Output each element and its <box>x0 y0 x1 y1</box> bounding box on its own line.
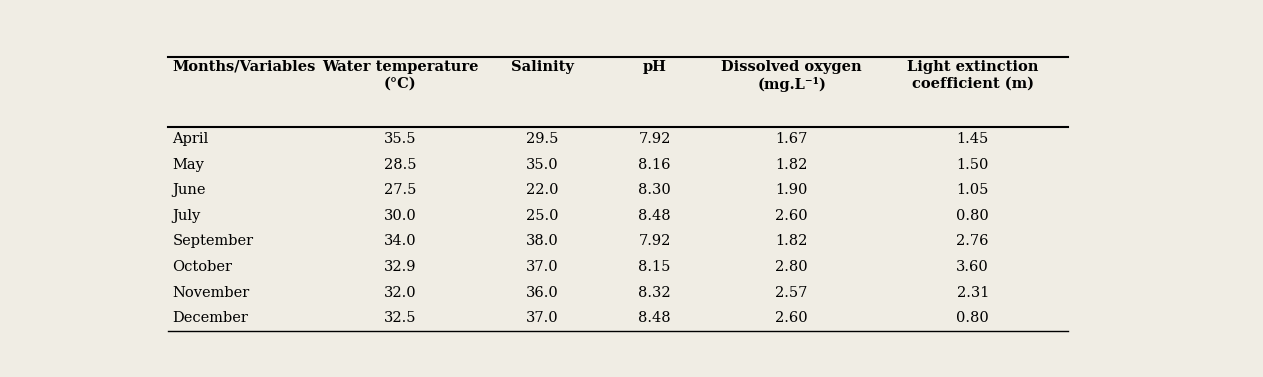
Text: 8.30: 8.30 <box>638 183 671 198</box>
Text: 34.0: 34.0 <box>384 234 417 248</box>
Text: 8.32: 8.32 <box>638 285 671 300</box>
Text: 37.0: 37.0 <box>525 260 558 274</box>
Text: 7.92: 7.92 <box>638 234 671 248</box>
Text: 2.31: 2.31 <box>956 285 989 300</box>
Text: Months/Variables: Months/Variables <box>173 60 316 74</box>
Text: December: December <box>173 311 249 325</box>
Text: 22.0: 22.0 <box>525 183 558 198</box>
Text: 1.82: 1.82 <box>775 158 808 172</box>
Text: 8.48: 8.48 <box>638 311 671 325</box>
Text: 2.60: 2.60 <box>775 311 808 325</box>
Text: 1.90: 1.90 <box>775 183 808 198</box>
Text: 35.5: 35.5 <box>384 132 417 146</box>
Text: 32.5: 32.5 <box>384 311 417 325</box>
Text: 2.57: 2.57 <box>775 285 808 300</box>
Text: July: July <box>173 209 201 223</box>
Text: 7.92: 7.92 <box>638 132 671 146</box>
Text: 0.80: 0.80 <box>956 311 989 325</box>
Text: 38.0: 38.0 <box>525 234 558 248</box>
Text: Dissolved oxygen
(mg.L⁻¹): Dissolved oxygen (mg.L⁻¹) <box>721 60 861 92</box>
Text: pH: pH <box>643 60 667 74</box>
Text: 29.5: 29.5 <box>525 132 558 146</box>
Text: 32.9: 32.9 <box>384 260 417 274</box>
Text: April: April <box>173 132 208 146</box>
Text: 1.45: 1.45 <box>956 132 989 146</box>
Text: 1.67: 1.67 <box>775 132 808 146</box>
Text: Light extinction
coefficient (m): Light extinction coefficient (m) <box>907 60 1038 91</box>
Text: 1.82: 1.82 <box>775 234 808 248</box>
Text: 1.05: 1.05 <box>956 183 989 198</box>
Text: 32.0: 32.0 <box>384 285 417 300</box>
Text: Water temperature
(°C): Water temperature (°C) <box>322 60 479 91</box>
Text: 28.5: 28.5 <box>384 158 417 172</box>
Text: 8.16: 8.16 <box>638 158 671 172</box>
Text: 37.0: 37.0 <box>525 311 558 325</box>
Text: 8.15: 8.15 <box>638 260 671 274</box>
Text: 2.80: 2.80 <box>775 260 808 274</box>
Text: November: November <box>173 285 250 300</box>
Text: May: May <box>173 158 205 172</box>
Text: 36.0: 36.0 <box>525 285 558 300</box>
Text: 8.48: 8.48 <box>638 209 671 223</box>
Text: June: June <box>173 183 206 198</box>
Text: 35.0: 35.0 <box>525 158 558 172</box>
Text: October: October <box>173 260 232 274</box>
Text: September: September <box>173 234 254 248</box>
Text: 2.60: 2.60 <box>775 209 808 223</box>
Text: 1.50: 1.50 <box>956 158 989 172</box>
Text: 0.80: 0.80 <box>956 209 989 223</box>
Text: 2.76: 2.76 <box>956 234 989 248</box>
Text: Salinity: Salinity <box>510 60 573 74</box>
Text: 27.5: 27.5 <box>384 183 417 198</box>
Text: 25.0: 25.0 <box>525 209 558 223</box>
Text: 3.60: 3.60 <box>956 260 989 274</box>
Text: 30.0: 30.0 <box>384 209 417 223</box>
